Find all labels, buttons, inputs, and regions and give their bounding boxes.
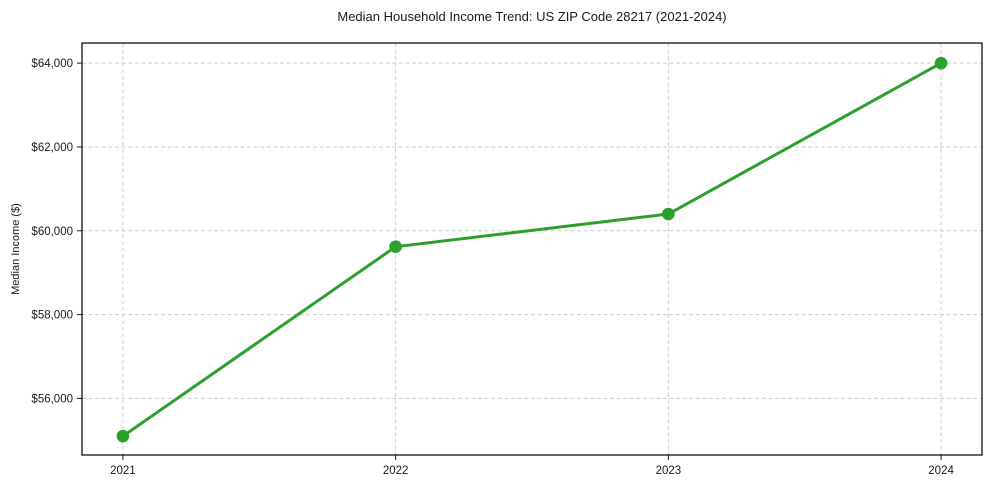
x-tick-label: 2024 bbox=[928, 465, 954, 477]
y-tick-label: $64,000 bbox=[31, 58, 73, 70]
plot-frame bbox=[81, 42, 983, 456]
x-tick-label: 2021 bbox=[110, 465, 136, 477]
y-tick-label: $60,000 bbox=[31, 226, 73, 238]
y-tick-label: $56,000 bbox=[31, 393, 73, 405]
y-tick-label: $58,000 bbox=[31, 310, 73, 322]
data-point bbox=[389, 240, 402, 253]
data-point bbox=[116, 429, 130, 443]
y-tick-label: $62,000 bbox=[31, 142, 73, 154]
data-point bbox=[934, 56, 948, 70]
data-point bbox=[662, 207, 675, 221]
trend-line bbox=[121, 61, 943, 438]
chart-title: Median Household Income Trend: US ZIP Co… bbox=[337, 9, 727, 24]
x-tick-label: 2023 bbox=[656, 465, 682, 477]
x-tick-label: 2022 bbox=[383, 465, 409, 477]
